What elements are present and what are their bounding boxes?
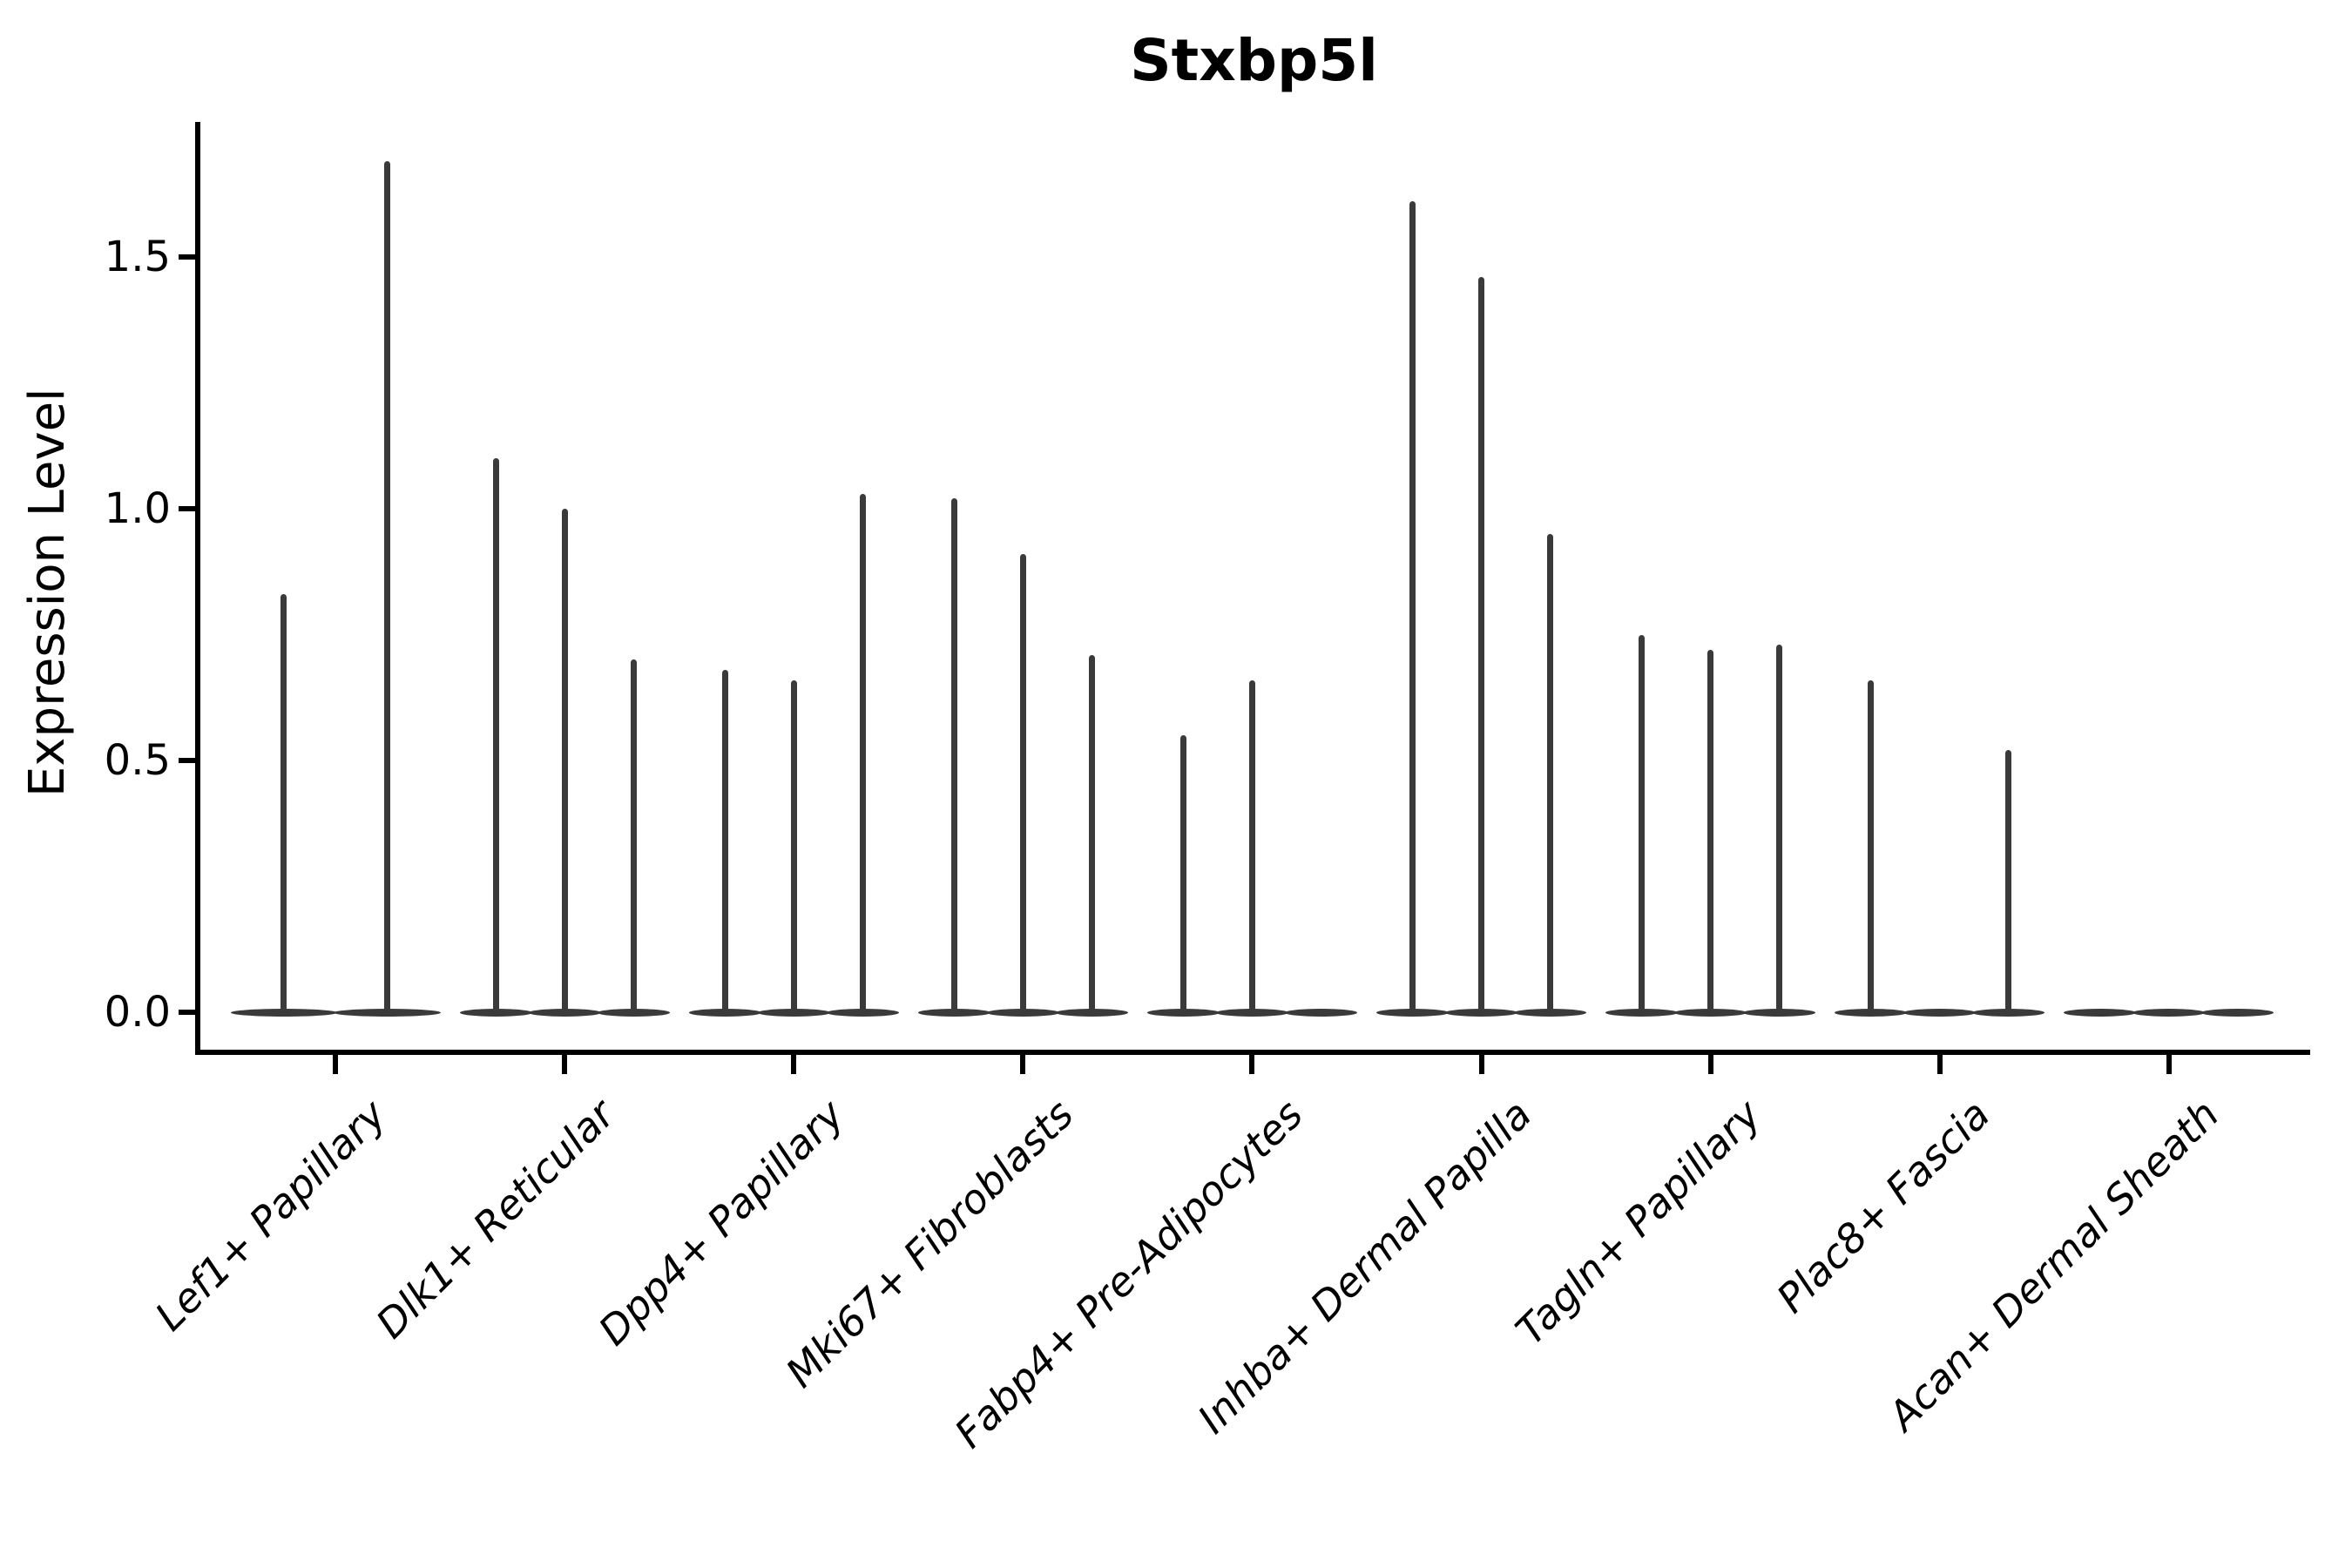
violin-base [1055,1008,1128,1017]
violin-base [688,1008,761,1017]
y-tick-label: 0.5 [104,736,171,785]
violin-spike [280,594,287,1012]
violin-spike [1776,645,1783,1012]
violin-base [1835,1008,1908,1017]
violin-spike [1868,679,1875,1012]
y-axis-spine [195,122,200,1055]
plot-title: Stxbp5l [1130,27,1378,94]
violin-base [2201,1008,2274,1017]
violin-spike [1019,554,1026,1012]
violin-base [1284,1008,1357,1017]
x-tick [1020,1055,1026,1074]
y-tick-label: 1.0 [104,484,171,533]
violin-spike [1179,735,1186,1012]
x-tick [1249,1055,1255,1074]
violin-base [986,1008,1059,1017]
violin-base [1146,1008,1220,1017]
x-tick [2166,1055,2172,1074]
x-tick-label: Plac8+ Fascia [1767,1091,1999,1322]
violin-spike [1478,277,1484,1012]
violin-spike [630,659,637,1012]
y-tick [179,758,198,763]
violin-spike [1248,679,1255,1012]
violin-spike [561,509,568,1012]
x-tick [1936,1055,1943,1074]
violin-base [2132,1008,2206,1017]
violin-spike [492,458,499,1012]
x-tick-label: Dpp4+ Papillary [589,1091,854,1355]
violin-spike [1639,634,1646,1012]
violin-base [459,1008,532,1017]
x-tick-label: Dlk1+ Reticular [367,1091,625,1348]
violin-spike [721,669,728,1012]
x-tick [333,1055,338,1074]
violin-spike [1707,649,1714,1012]
violin-base [826,1008,899,1017]
violin-spike [859,493,866,1012]
violin-base [2064,1008,2137,1017]
x-tick [1707,1055,1713,1074]
violin-spike [790,679,797,1012]
violin-spike [2005,750,2012,1012]
violin-spike [1547,533,1553,1012]
y-tick [179,1010,198,1015]
y-tick [179,506,198,511]
violin-base [1215,1008,1288,1017]
violin-spike [1409,201,1416,1012]
violin-base [1674,1008,1747,1017]
violin-base [230,1008,337,1017]
violin-base [1972,1008,2045,1017]
violin-base [597,1008,670,1017]
violin-base [334,1008,441,1017]
violin-base [1445,1008,1517,1017]
y-axis-label: Expression Level [19,388,76,797]
violin-base [1743,1008,1816,1017]
violin-base [528,1008,601,1017]
x-tick [562,1055,568,1074]
y-tick [179,254,198,260]
x-tick [791,1055,797,1074]
x-tick [1478,1055,1484,1074]
violin-spike [1088,654,1095,1012]
violin-base [1514,1008,1586,1017]
violin-spike [950,498,957,1012]
violin-base [917,1008,990,1017]
x-tick-label: Lef1+ Papillary [145,1091,395,1340]
x-tick-label: Tagln+ Papillary [1506,1091,1770,1355]
violin-spike [383,161,390,1012]
violin-base [1605,1008,1679,1017]
x-axis-spine [195,1050,2310,1055]
violin-base [1376,1008,1449,1017]
violin-base [757,1008,830,1017]
violin-base [1903,1008,1977,1017]
y-tick-label: 1.5 [104,233,171,281]
y-tick-label: 0.0 [104,988,171,1037]
